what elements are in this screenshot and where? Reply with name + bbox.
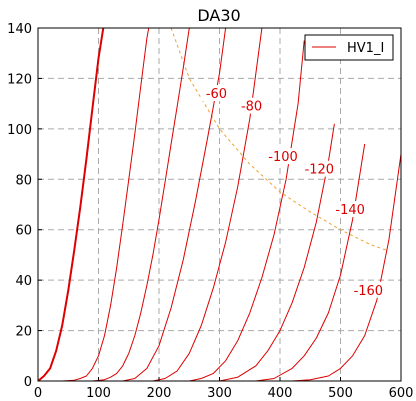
x-tick-label: 400 <box>268 386 293 401</box>
curve-label-bg <box>201 85 232 102</box>
curve-label: -160 <box>354 284 384 299</box>
y-tick-label: 60 <box>15 224 32 239</box>
series-line-bias-neg80 <box>38 28 263 381</box>
y-tick-label: 140 <box>7 22 32 37</box>
curve-labels: -60 -80 -100 -120 -140 -160 <box>201 85 388 299</box>
curve-label-bg <box>349 281 388 298</box>
series-line-bias-neg100 <box>38 40 305 381</box>
series-line-bias-neg60 <box>38 28 227 381</box>
y-tick-label: 20 <box>15 325 32 340</box>
curve-label-bg <box>264 148 303 165</box>
curve-label: -120 <box>305 163 335 178</box>
series-line-bias-neg120 <box>38 123 335 381</box>
limit-curve <box>170 28 387 251</box>
curve-label: -80 <box>241 100 262 115</box>
x-tick-label: 0 <box>34 386 42 401</box>
curve-label-bg <box>331 201 370 218</box>
curve-label-bg <box>236 97 267 114</box>
series-line-bias-neg140 <box>38 143 366 381</box>
x-tick-label: 100 <box>86 386 111 401</box>
y-tick-label: 40 <box>15 274 32 289</box>
y-tick-label: 0 <box>24 375 32 390</box>
y-tick-label: 120 <box>7 72 32 87</box>
plot-area <box>38 28 401 381</box>
series-line-bias-neg160 <box>38 154 401 381</box>
legend-label: HV1_I <box>347 41 384 56</box>
x-tick-label: 200 <box>147 386 172 401</box>
axis-ticks: 0 100 200 300 400 500 600 0 20 40 60 80 100 120 140 <box>7 22 413 401</box>
curve-label-bg <box>300 160 339 177</box>
series-line-bias-0 <box>38 28 105 381</box>
legend: HV1_I <box>304 34 394 61</box>
y-tick-label: 100 <box>7 123 32 138</box>
x-tick-label: 300 <box>207 386 232 401</box>
chart-title: DA30 <box>197 6 240 25</box>
y-tick-label: 80 <box>15 173 32 188</box>
curve-label: -140 <box>335 203 365 218</box>
x-tick-label: 600 <box>389 386 414 401</box>
series-line-bias-neg20 <box>38 28 150 381</box>
x-tick-label: 500 <box>328 386 353 401</box>
curve-label: -60 <box>206 87 227 102</box>
series-line-bias-neg40 <box>38 28 190 381</box>
curve-label: -100 <box>268 150 298 165</box>
